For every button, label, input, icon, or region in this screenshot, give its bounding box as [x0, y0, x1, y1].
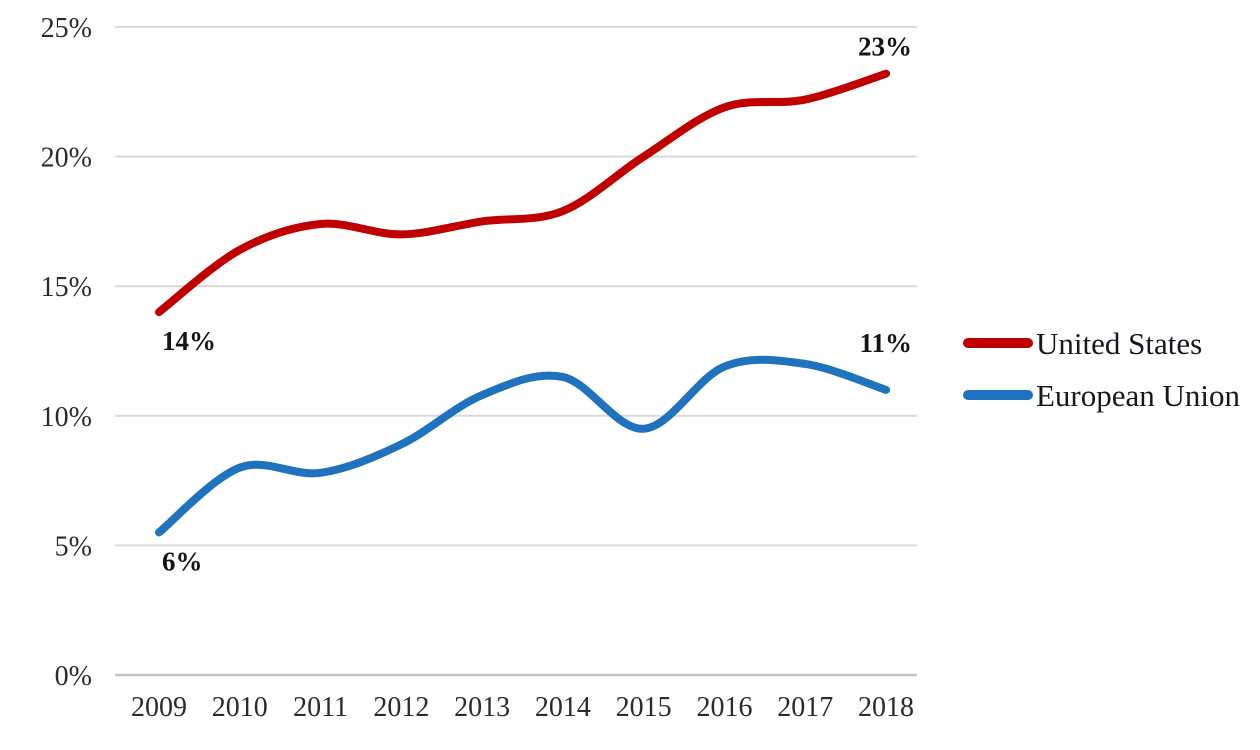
x-axis-tick-label: 2018 — [858, 692, 914, 723]
series-line-european-union — [155, 355, 891, 537]
y-axis-tick-label: 15% — [41, 272, 92, 303]
y-axis-tick-label: 10% — [41, 402, 92, 433]
x-axis-tick-label: 2014 — [535, 692, 591, 723]
data-label: 23% — [858, 32, 912, 62]
x-axis-tick-label: 2012 — [373, 692, 429, 723]
x-axis-tick-label: 2017 — [777, 692, 833, 723]
x-axis-tick-label: 2011 — [293, 692, 348, 723]
legend-label: United States — [1036, 325, 1203, 361]
chart-legend: United States European Union — [963, 317, 1240, 421]
series-line-united-states — [155, 69, 891, 317]
legend-label: European Union — [1036, 377, 1241, 413]
legend-line-swatch-icon — [963, 338, 1033, 348]
y-axis-tick-label: 25% — [41, 13, 92, 44]
x-axis-tick-label: 2010 — [212, 692, 268, 723]
y-axis-tick-label: 0% — [55, 661, 92, 692]
legend-item: European Union — [963, 369, 1240, 421]
y-axis-tick-label: 20% — [41, 143, 92, 174]
x-axis-tick-label: 2016 — [696, 692, 752, 723]
x-axis-tick-label: 2009 — [131, 692, 187, 723]
data-label: 11% — [860, 328, 913, 358]
x-axis-tick-label: 2013 — [454, 692, 510, 723]
data-label: 6% — [162, 546, 203, 576]
y-axis-tick-label: 5% — [55, 531, 92, 562]
data-label: 14% — [162, 326, 216, 356]
x-axis-tick-label: 2015 — [616, 692, 672, 723]
legend-item: United States — [963, 317, 1240, 369]
legend-line-swatch-icon — [963, 390, 1033, 400]
